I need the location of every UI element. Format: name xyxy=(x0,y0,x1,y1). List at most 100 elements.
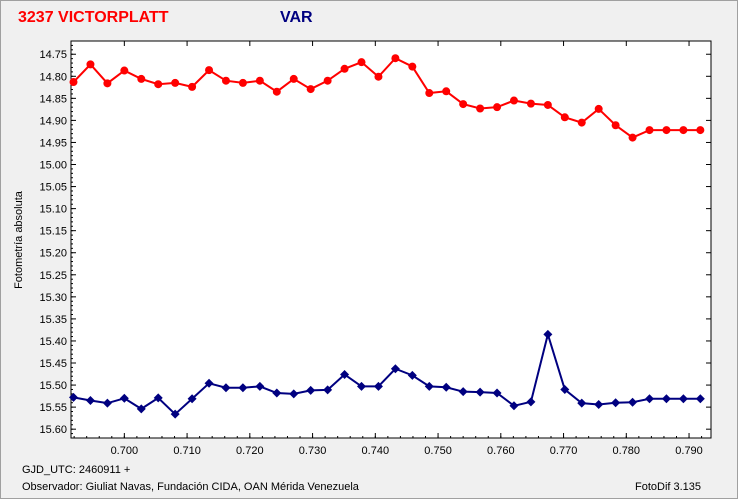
chart-title-left: 3237 VICTORPLATT xyxy=(18,9,169,26)
data-point xyxy=(373,381,383,391)
data-point xyxy=(119,393,129,403)
data-point xyxy=(442,87,451,96)
data-point xyxy=(475,387,485,397)
gjd-label: GJD_UTC: 2460911 + xyxy=(22,464,131,476)
data-point xyxy=(289,74,298,83)
data-point xyxy=(86,60,95,69)
data-point xyxy=(323,76,332,85)
data-point xyxy=(340,64,349,73)
data-point xyxy=(407,370,417,380)
y-tick-label: 15.10 xyxy=(39,204,67,216)
data-point xyxy=(340,369,350,379)
data-point xyxy=(374,72,383,81)
data-point xyxy=(136,404,146,414)
data-point xyxy=(577,118,586,127)
chart-title-right: VAR xyxy=(280,9,313,26)
y-tick-label: 15.50 xyxy=(39,380,67,392)
data-point xyxy=(679,126,688,135)
data-point xyxy=(289,389,299,399)
x-tick-label: 0.770 xyxy=(550,445,578,457)
y-tick-label: 15.40 xyxy=(39,336,67,348)
x-axis: 0.700 0.710 0.720 0.730 0.740 0.750 0.760 0.770… xyxy=(73,41,703,457)
y-tick-label: 15.55 xyxy=(39,402,67,414)
data-point xyxy=(560,384,570,394)
data-point xyxy=(221,383,231,393)
data-point xyxy=(204,378,214,388)
data-point xyxy=(424,381,434,391)
plot-area xyxy=(70,40,712,439)
data-point xyxy=(543,100,552,109)
x-tick-label: 0.750 xyxy=(424,445,452,457)
data-point xyxy=(493,103,502,112)
data-point xyxy=(628,133,637,142)
data-point xyxy=(526,99,535,108)
software-version: FotoDif 3.135 xyxy=(635,481,702,493)
data-point xyxy=(543,329,553,339)
observer-label: Observador: Giuliat Navas, Fundación CID… xyxy=(22,481,359,493)
data-point xyxy=(187,394,197,404)
data-point xyxy=(390,364,400,374)
x-tick-label: 0.790 xyxy=(675,445,703,457)
data-point xyxy=(137,74,146,83)
data-point xyxy=(238,383,248,393)
data-point xyxy=(661,394,671,404)
y-tick-label: 14.80 xyxy=(39,71,67,83)
y-tick-label: 15.35 xyxy=(39,314,67,326)
data-point xyxy=(611,398,621,408)
y-tick-label: 15.00 xyxy=(39,160,67,172)
y-axis-label: Fotometría absoluta xyxy=(13,190,25,289)
x-tick-label: 0.700 xyxy=(111,445,139,457)
data-point xyxy=(577,398,587,408)
x-tick-label: 0.730 xyxy=(299,445,327,457)
data-point xyxy=(306,85,315,94)
y-tick-label: 15.25 xyxy=(39,270,67,282)
x-tick-label: 0.740 xyxy=(362,445,390,457)
data-point xyxy=(391,54,400,63)
data-point xyxy=(408,62,417,71)
data-point xyxy=(85,396,95,406)
data-point xyxy=(221,76,230,85)
x-tick-label: 0.710 xyxy=(173,445,201,457)
data-point xyxy=(188,82,197,91)
data-point xyxy=(357,58,366,67)
data-point xyxy=(678,394,688,404)
data-point xyxy=(645,126,654,135)
data-point xyxy=(459,100,468,109)
data-point xyxy=(628,397,638,407)
x-tick-label: 0.720 xyxy=(236,445,264,457)
y-axis: 14.75 14.80 14.85 14.90 14.95 15.00 15.05 15.10… xyxy=(39,44,711,436)
data-point xyxy=(357,381,367,391)
data-point xyxy=(645,394,655,404)
data-point xyxy=(695,394,705,404)
data-point xyxy=(153,393,163,403)
y-tick-label: 15.45 xyxy=(39,358,67,370)
y-tick-label: 14.95 xyxy=(39,137,67,149)
data-point xyxy=(103,79,112,88)
data-point xyxy=(255,381,265,391)
data-point xyxy=(509,96,518,105)
y-tick-label: 15.20 xyxy=(39,248,67,260)
data-point xyxy=(306,385,316,395)
data-point xyxy=(492,388,502,398)
data-point xyxy=(594,104,603,113)
data-point xyxy=(69,78,78,87)
data-point xyxy=(154,80,163,89)
y-tick-label: 15.30 xyxy=(39,292,67,304)
data-point xyxy=(526,397,536,407)
y-tick-label: 15.05 xyxy=(39,182,67,194)
data-point xyxy=(594,399,604,409)
y-tick-label: 15.60 xyxy=(39,424,67,436)
data-point xyxy=(120,66,129,75)
data-point xyxy=(171,78,180,87)
data-point xyxy=(205,66,214,75)
data-point xyxy=(238,78,247,87)
data-point xyxy=(323,385,333,395)
y-tick-label: 14.85 xyxy=(39,93,67,105)
data-point xyxy=(560,113,569,122)
data-point xyxy=(662,126,671,135)
data-point xyxy=(272,87,281,96)
data-point xyxy=(509,401,519,411)
data-point xyxy=(69,392,79,402)
x-tick-label: 0.760 xyxy=(487,445,515,457)
